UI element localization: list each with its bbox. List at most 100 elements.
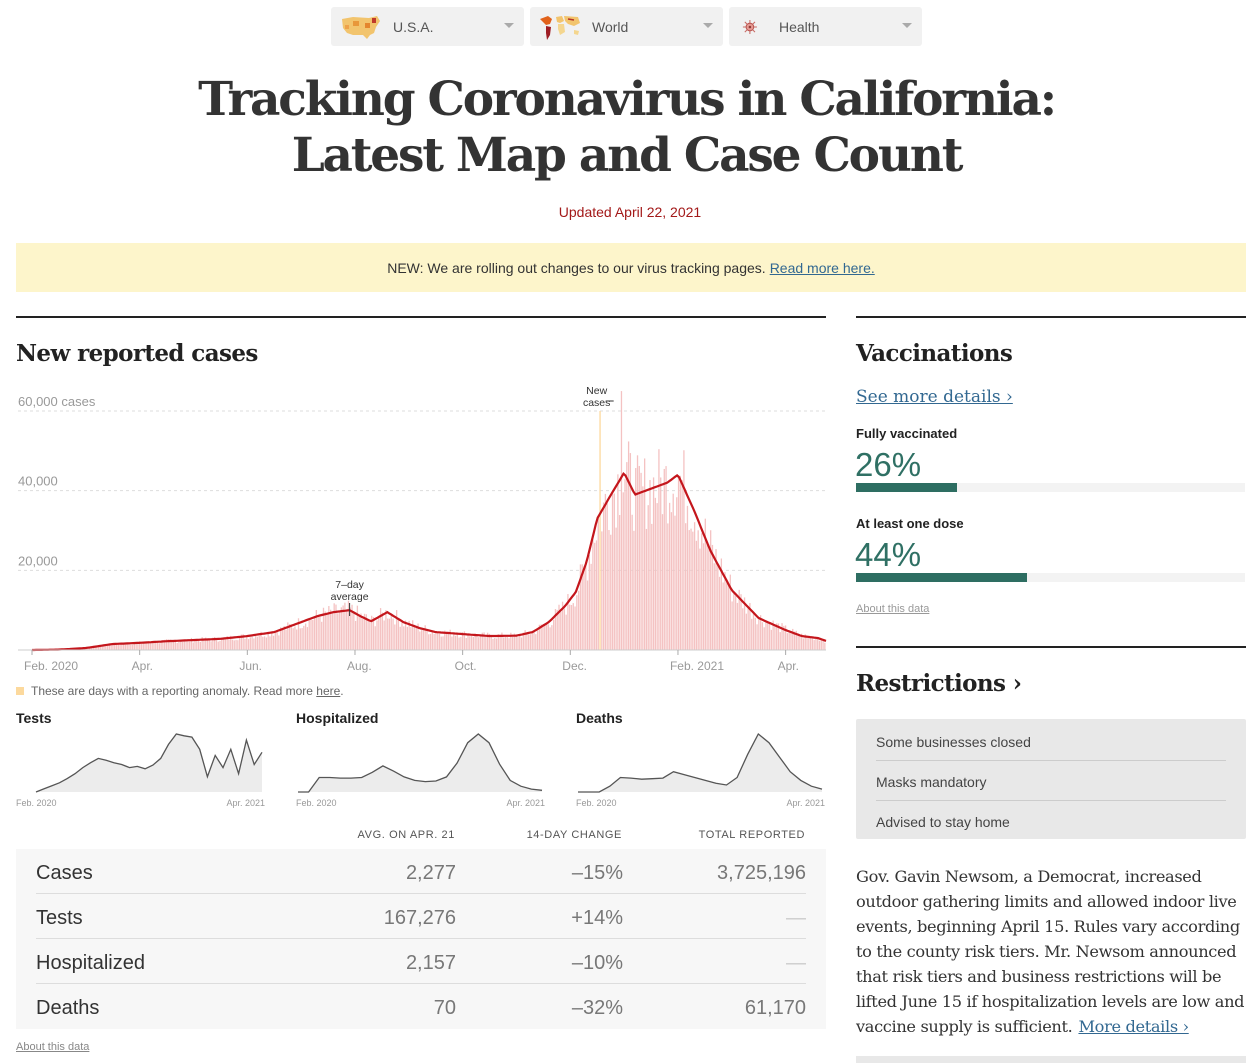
daily-case-bar bbox=[590, 563, 592, 650]
daily-case-bar bbox=[335, 604, 337, 650]
daily-case-bar bbox=[247, 639, 250, 650]
daily-case-bar bbox=[219, 640, 221, 650]
nav-usa-dropdown[interactable]: U.S.A. bbox=[331, 7, 524, 46]
x-tick-label: Feb. 2021 bbox=[670, 659, 724, 673]
row-label: Deaths bbox=[36, 997, 100, 1019]
daily-case-bar bbox=[569, 604, 571, 650]
daily-case-bar bbox=[306, 627, 309, 650]
next-section-box bbox=[856, 1056, 1246, 1063]
daily-case-bar bbox=[231, 639, 234, 650]
daily-case-bar bbox=[395, 610, 398, 650]
daily-case-bar bbox=[735, 595, 737, 650]
daily-case-bar bbox=[801, 633, 803, 650]
daily-case-bar bbox=[353, 613, 355, 650]
restrictions-heading-link[interactable]: Restrictions › bbox=[856, 670, 1022, 697]
daily-case-bar bbox=[139, 641, 141, 650]
vax-progress-fully bbox=[856, 483, 1245, 492]
daily-case-bar bbox=[811, 636, 814, 650]
daily-case-bar bbox=[376, 620, 378, 650]
daily-case-bar bbox=[379, 608, 382, 650]
vax-progress-fill bbox=[856, 483, 958, 492]
daily-case-bar bbox=[536, 630, 539, 650]
daily-case-bar bbox=[344, 602, 346, 650]
nav-world-dropdown[interactable]: World bbox=[530, 7, 723, 46]
daily-case-bar bbox=[185, 639, 187, 650]
row-change: –32% bbox=[571, 997, 623, 1019]
hospitalized-sparkline-chart bbox=[298, 733, 543, 793]
daily-case-bar bbox=[253, 638, 255, 650]
daily-case-bar bbox=[613, 493, 615, 650]
see-more-details-link[interactable]: See more details › bbox=[856, 387, 1013, 407]
section-divider bbox=[856, 646, 1246, 648]
restrictions-description: Gov. Gavin Newsom, a Democrat, increased… bbox=[856, 864, 1251, 1039]
daily-case-bar bbox=[140, 643, 143, 650]
y-tick-label: 40,000 bbox=[18, 474, 58, 489]
daily-case-bar bbox=[151, 642, 153, 650]
daily-case-bar bbox=[230, 635, 232, 650]
vax-about-data-link[interactable]: About this data bbox=[856, 603, 930, 615]
daily-case-bar bbox=[513, 633, 516, 650]
daily-case-bar bbox=[752, 613, 755, 650]
sparkline-line bbox=[35, 733, 263, 793]
vax-pct-one-dose: 44% bbox=[855, 536, 922, 573]
vax-pct-fully: 26% bbox=[855, 446, 922, 483]
daily-case-bar bbox=[244, 638, 246, 650]
daily-case-bar bbox=[743, 597, 746, 650]
daily-case-bar bbox=[187, 639, 189, 650]
daily-case-bar bbox=[763, 627, 765, 650]
daily-case-bar bbox=[515, 634, 517, 650]
daily-case-bar bbox=[126, 644, 128, 650]
daily-case-bar bbox=[242, 634, 244, 650]
sparkline-title: Tests bbox=[16, 710, 52, 726]
daily-case-bar bbox=[533, 630, 535, 650]
daily-case-bar bbox=[560, 611, 562, 650]
daily-case-bar bbox=[786, 633, 789, 650]
daily-case-bar bbox=[551, 625, 553, 650]
daily-case-bar bbox=[693, 522, 696, 650]
daily-case-bar bbox=[265, 637, 268, 650]
banner-read-more-link[interactable]: Read more here. bbox=[769, 259, 875, 276]
daily-case-bar bbox=[602, 502, 605, 650]
daily-case-bar bbox=[508, 638, 510, 650]
daily-case-bar bbox=[451, 636, 453, 650]
row-label: Tests bbox=[36, 907, 83, 929]
daily-case-bar bbox=[453, 634, 455, 650]
daily-case-bar bbox=[731, 601, 733, 650]
y-tick-label: 60,000 cases bbox=[18, 394, 96, 409]
daily-case-bar bbox=[768, 621, 771, 650]
daily-case-bar bbox=[240, 634, 243, 650]
daily-case-bar bbox=[665, 466, 667, 650]
daily-case-bar bbox=[697, 530, 699, 650]
daily-case-bar bbox=[776, 623, 778, 650]
daily-case-bar bbox=[463, 631, 466, 650]
daily-case-bar bbox=[429, 633, 432, 650]
anomaly-swatch bbox=[16, 687, 24, 695]
more-details-link[interactable]: More details › bbox=[1078, 1017, 1189, 1036]
anomaly-here-link[interactable]: here bbox=[316, 684, 341, 698]
daily-case-bar bbox=[611, 494, 614, 650]
daily-case-bar bbox=[635, 468, 637, 650]
about-data-link[interactable]: About this data bbox=[16, 1041, 90, 1053]
sparkline-start-label: Feb. 2020 bbox=[296, 798, 337, 808]
daily-case-bar bbox=[172, 640, 175, 650]
daily-case-bar bbox=[585, 564, 587, 650]
nav-health-label: Health bbox=[779, 18, 820, 35]
daily-case-bar bbox=[722, 582, 724, 650]
daily-case-bar bbox=[174, 640, 177, 650]
daily-case-bar bbox=[105, 645, 107, 650]
daily-case-bar bbox=[685, 523, 687, 650]
daily-case-bar bbox=[633, 530, 635, 650]
nav-health-dropdown[interactable]: Health bbox=[729, 7, 922, 46]
daily-case-bar bbox=[340, 607, 342, 650]
daily-case-bar bbox=[561, 601, 564, 650]
daily-case-bar bbox=[540, 624, 542, 650]
daily-case-bar bbox=[619, 515, 621, 650]
daily-case-bar bbox=[638, 465, 640, 650]
daily-case-bar bbox=[570, 604, 573, 650]
daily-case-bar bbox=[422, 629, 425, 650]
daily-case-bar bbox=[799, 635, 801, 650]
anomaly-legend: These are days with a reporting anomaly.… bbox=[16, 684, 344, 698]
daily-case-bar bbox=[758, 618, 760, 650]
daily-case-bar bbox=[583, 566, 585, 650]
daily-case-bar bbox=[194, 640, 196, 650]
